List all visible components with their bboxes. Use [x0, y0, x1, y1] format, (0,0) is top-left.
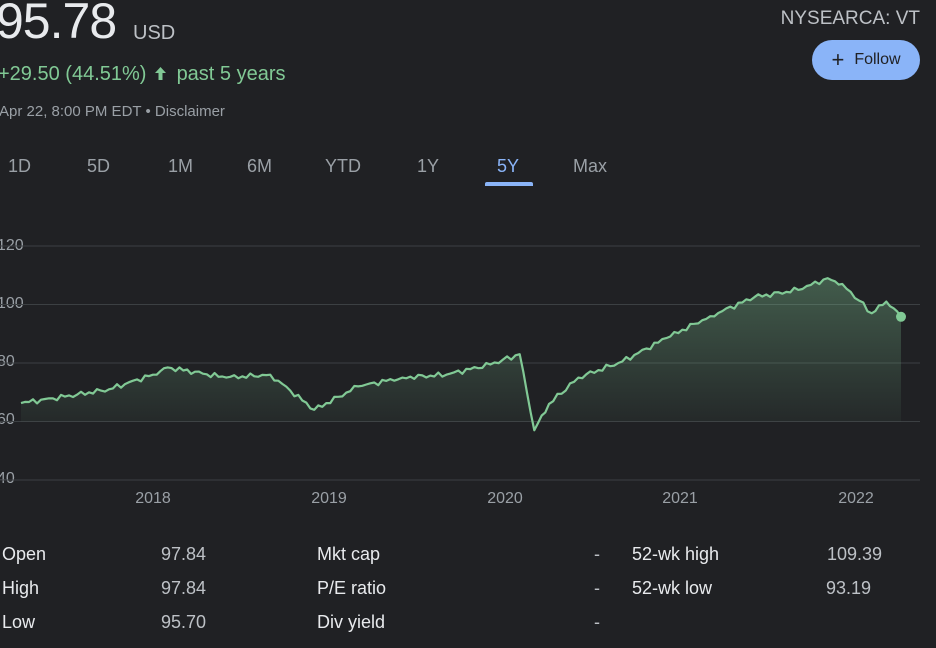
y-tick-label: 80: [0, 353, 15, 370]
stat-value-pe-ratio: -: [594, 578, 600, 598]
currency-label: USD: [133, 22, 176, 44]
current-price-dot: [896, 311, 906, 322]
stat-value-div-yield: -: [594, 612, 600, 632]
tab-1d[interactable]: 1D: [8, 156, 32, 176]
price-area: [21, 278, 901, 431]
stat-value-low: 95.70: [160, 612, 206, 632]
stat-value-52wk-low: 93.19: [825, 578, 871, 598]
tab-ytd[interactable]: YTD: [325, 156, 361, 176]
price-line: [20, 277, 902, 432]
stat-value-52wk-high: 109.39: [826, 544, 882, 564]
follow-label: Follow: [854, 51, 901, 68]
x-tick-label: 2018: [135, 490, 171, 507]
disclaimer-link[interactable]: Disclaimer: [154, 103, 225, 120]
timestamp-line: Apr 22, 8:00 PM EDT • Disclaimer: [0, 103, 225, 120]
x-tick-label: 2021: [662, 490, 698, 507]
tab-5d[interactable]: 5D: [87, 156, 111, 176]
stat-label-low: Low: [2, 612, 36, 632]
timestamp: Apr 22, 8:00 PM EDT: [0, 103, 142, 120]
x-tick-label: 2020: [487, 490, 523, 507]
separator-dot: •: [145, 103, 151, 120]
stat-value-high: 97.84: [160, 578, 206, 598]
stat-label-open: Open: [2, 544, 47, 564]
price-change: +29.50 (44.51%) past 5 years: [0, 63, 286, 86]
change-value: +29.50 (44.51%): [0, 63, 147, 85]
y-tick-label: 100: [0, 295, 24, 312]
tab-1y[interactable]: 1Y: [417, 156, 440, 176]
x-tick-label: 2019: [311, 490, 347, 507]
arrow-up-icon: [148, 63, 172, 85]
exchange-ticker: NYSEARCA: VT: [780, 8, 920, 29]
price-chart[interactable]: [0, 230, 936, 490]
stat-label-pe-ratio: P/E ratio: [317, 578, 387, 598]
stat-label-52wk-low: 52-wk low: [632, 578, 713, 598]
tab-max[interactable]: Max: [573, 156, 608, 176]
tab-5y[interactable]: 5Y: [497, 156, 520, 176]
stat-label-high: High: [2, 578, 40, 598]
x-tick-label: 2022: [838, 490, 874, 507]
price-value: 95.78: [0, 0, 117, 49]
stat-value-mkt-cap: -: [594, 544, 600, 564]
stat-value-open: 97.84: [160, 544, 206, 564]
stat-label-div-yield: Div yield: [317, 612, 386, 632]
y-tick-label: 60: [0, 411, 15, 428]
tab-6m[interactable]: 6M: [247, 156, 273, 176]
change-period: past 5 years: [176, 63, 286, 85]
plus-icon: +: [831, 47, 845, 72]
stat-label-mkt-cap: Mkt cap: [317, 544, 381, 564]
y-tick-label: 40: [0, 470, 15, 487]
active-tab-indicator: [485, 182, 533, 186]
follow-button[interactable]: + Follow: [812, 40, 920, 80]
tab-1m[interactable]: 1M: [168, 156, 194, 176]
stat-label-52wk-high: 52-wk high: [632, 544, 720, 564]
